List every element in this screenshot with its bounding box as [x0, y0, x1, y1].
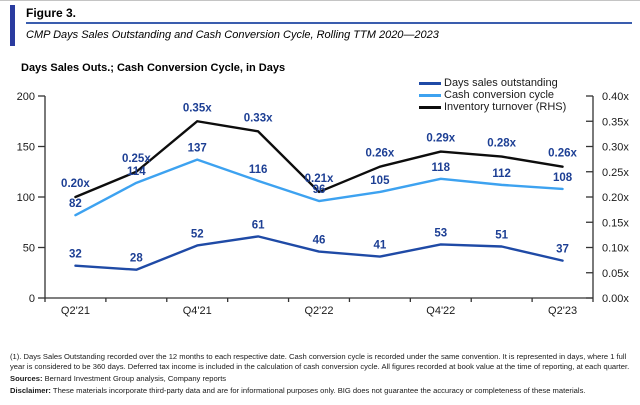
legend-item-days-sales-outstanding: Days sales outstanding	[419, 77, 566, 89]
figure-subtitle: CMP Days Sales Outstanding and Cash Conv…	[26, 29, 439, 41]
data-label: 0.21x	[305, 173, 334, 185]
figure-rule	[26, 22, 632, 24]
data-label: 28	[130, 253, 143, 265]
sources-label: Sources:	[10, 374, 43, 384]
left-axis-tick-label: 50	[23, 243, 35, 255]
data-label: 61	[252, 219, 265, 231]
data-label: 105	[370, 175, 390, 187]
data-label: 108	[553, 172, 573, 184]
data-label: 41	[373, 240, 386, 252]
series-line-inventory-turnover-rhs-	[74, 120, 564, 199]
data-label: 96	[313, 184, 326, 196]
x-axis-category-label: Q2'23	[548, 305, 577, 317]
sources-text: Bernard Investment Group analysis, Compa…	[42, 374, 227, 384]
right-axis-tick-label: 0.20x	[602, 192, 629, 204]
data-label: 118	[431, 162, 450, 174]
right-axis-tick-label: 0.00x	[602, 293, 629, 305]
data-label: 0.20x	[61, 178, 90, 190]
legend-label: Inventory turnover (RHS)	[444, 101, 567, 113]
data-label: 51	[495, 229, 508, 241]
data-label: 0.33x	[244, 112, 273, 124]
data-label: 37	[556, 244, 569, 256]
line-chart: 0 50 100 150 200 0.00x 0.05x 0.10x 0.15x 0.20x 0.2…	[17, 91, 630, 317]
data-label: 32	[69, 249, 82, 261]
data-label: 0.26x	[365, 148, 394, 160]
right-axis-tick-label: 0.40x	[602, 91, 629, 103]
legend-item-cash-conversion-cycle: Cash conversion cycle	[419, 89, 566, 101]
data-label: 112	[492, 168, 511, 180]
chart-axis-title: Days Sales Outs.; Cash Conversion Cycle,…	[21, 62, 286, 74]
data-label: 0.29x	[426, 133, 455, 145]
right-axis-tick-label: 0.25x	[602, 167, 629, 179]
data-label: 46	[313, 235, 326, 247]
left-axis-tick-label: 0	[29, 293, 35, 305]
legend-swatch-light-blue	[419, 93, 441, 97]
legend-item-inventory-turnover: Inventory turnover (RHS)	[419, 101, 566, 113]
data-label: 114	[127, 166, 146, 178]
data-label: 0.28x	[487, 138, 516, 150]
legend-label: Cash conversion cycle	[444, 89, 555, 101]
data-label: 0.25x	[122, 153, 151, 165]
right-axis-tick-label: 0.35x	[602, 116, 629, 128]
legend-swatch-dark-blue	[419, 81, 441, 85]
right-axis-tick-label: 0.10x	[602, 243, 629, 255]
data-label: 0.35x	[183, 102, 212, 114]
data-label: 52	[191, 228, 204, 240]
data-label: 137	[188, 143, 207, 155]
x-axis-category-label: Q2'21	[61, 305, 90, 317]
legend-swatch-black	[419, 105, 441, 109]
footnotes: (1). Days Sales Outstanding recorded ove…	[10, 352, 634, 398]
series-line-cash-conversion-cycle	[74, 158, 564, 217]
series-line-days-sales-outstanding	[74, 235, 564, 271]
data-label: 82	[69, 198, 82, 210]
right-axis-tick-label: 0.30x	[602, 142, 629, 154]
legend-label: Days sales outstanding	[444, 77, 558, 89]
chart-legend: Days sales outstanding Cash conversion c…	[419, 77, 566, 113]
x-axis-category-label: Q4'21	[183, 305, 212, 317]
sources-line: Sources: Bernard Investment Group analys…	[10, 374, 634, 384]
data-label: 0.26x	[548, 148, 577, 160]
data-label: 116	[249, 164, 268, 176]
disclaimer-line: Disclaimer: These materials incorporate …	[10, 386, 634, 396]
figure-label: Figure 3.	[26, 6, 77, 20]
footnote-text: (1). Days Sales Outstanding recorded ove…	[10, 352, 630, 372]
x-axis-category-label: Q4'22	[426, 305, 455, 317]
x-axis-category-label: Q2'22	[304, 305, 333, 317]
data-label: 53	[434, 227, 447, 239]
right-axis-tick-label: 0.15x	[602, 217, 629, 229]
left-axis-tick-label: 200	[17, 91, 35, 103]
left-axis-tick-label: 150	[17, 142, 35, 154]
accent-bar	[10, 5, 15, 46]
right-axis-tick-label: 0.05x	[602, 268, 629, 280]
disclaimer-label: Disclaimer:	[10, 386, 51, 396]
left-axis-tick-label: 100	[17, 192, 35, 204]
disclaimer-text: These materials incorporate third-party …	[50, 386, 586, 396]
